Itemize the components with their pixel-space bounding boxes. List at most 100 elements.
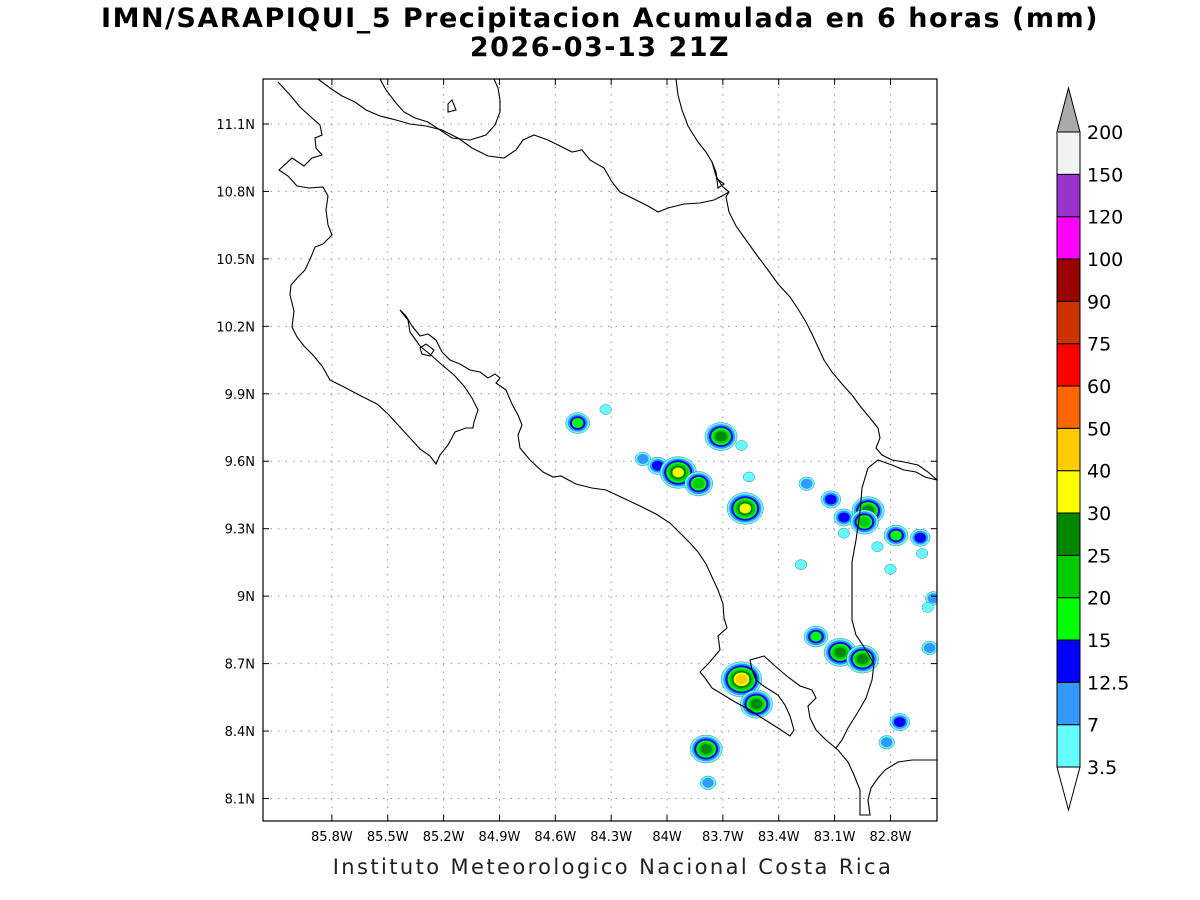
x-tick-label: 84.3W xyxy=(590,830,632,845)
precip-cell xyxy=(884,563,897,575)
chart-title: IMN/SARAPIQUI_5 Precipitacion Acumulada … xyxy=(101,3,1099,34)
precip-cell xyxy=(871,541,884,552)
colorbar-bin xyxy=(1056,427,1081,472)
colorbar-label: 50 xyxy=(1087,418,1111,440)
precip-cell xyxy=(735,440,748,451)
x-tick-label: 83.7W xyxy=(702,830,744,845)
x-tick-label: 85.5W xyxy=(367,830,409,845)
colorbar-label: 100 xyxy=(1087,249,1123,271)
colorbar-bin xyxy=(1056,512,1081,556)
x-tick-label: 84W xyxy=(652,830,682,845)
x-tick-label: 84.9W xyxy=(479,830,521,845)
y-tick-label: 10.5N xyxy=(216,253,255,268)
map-frame xyxy=(262,78,938,822)
precip-cell xyxy=(803,626,829,648)
precip-cell xyxy=(726,492,764,525)
precip-cell xyxy=(795,559,808,570)
y-tick-label: 9.6N xyxy=(225,455,255,470)
coastline-caribbean xyxy=(675,79,937,481)
precip-cell xyxy=(634,451,651,466)
precip-contour xyxy=(692,478,705,489)
coastline-caribbean-islands xyxy=(711,161,725,189)
precip-contour xyxy=(890,530,902,541)
precip-cell xyxy=(599,404,612,415)
precip-contour xyxy=(750,699,763,710)
precip-contour xyxy=(837,527,850,539)
y-tick-label: 8.1N xyxy=(225,793,255,808)
precip-cell xyxy=(878,735,895,750)
precip-cell xyxy=(921,602,934,613)
precip-contour xyxy=(834,647,846,658)
y-tick-label: 11.1N xyxy=(216,118,255,133)
colorbar-bin xyxy=(1056,258,1081,302)
precip-cell xyxy=(916,548,929,559)
colorbar-label: 3.5 xyxy=(1087,757,1117,779)
precip-contour xyxy=(894,717,906,728)
precip-contour xyxy=(884,563,897,575)
coastline-gulf-nicoya-east xyxy=(399,309,937,816)
precip-cell xyxy=(820,490,841,509)
colorbar-label: 20 xyxy=(1087,588,1111,610)
precip-cell xyxy=(798,476,815,491)
x-tick-label: 85.8W xyxy=(311,830,353,845)
precip-contour xyxy=(856,654,869,665)
y-tick-label: 9.3N xyxy=(225,523,255,538)
precip-contour xyxy=(735,674,748,685)
x-tick-label: 83.1W xyxy=(814,830,856,845)
precip-cell xyxy=(837,527,850,539)
colorbar-label: 40 xyxy=(1087,461,1111,483)
precip-contour xyxy=(739,503,751,514)
precip-contour xyxy=(743,471,755,483)
y-tick-label: 9N xyxy=(237,590,255,605)
island-nicaragua-lake xyxy=(447,99,457,113)
precip-cell xyxy=(565,412,590,434)
precip-contour xyxy=(880,737,893,748)
border-panama xyxy=(851,459,937,580)
colorbar-label: 25 xyxy=(1087,545,1111,567)
colorbar-bin xyxy=(1056,216,1081,260)
precip-cell xyxy=(743,471,755,483)
coastline-north-bay xyxy=(379,79,501,141)
colorbar-label: 15 xyxy=(1087,630,1111,652)
precip-cell xyxy=(850,509,879,535)
colorbar-legend: 3.5 7 12.5 15 20 25 30 40 50 60 75 90 100 120 150 200 xyxy=(1056,86,1129,812)
precip-contour xyxy=(571,418,584,429)
colorbar-bin xyxy=(1056,681,1081,726)
coastline xyxy=(277,79,937,816)
colorbar-label: 75 xyxy=(1087,334,1111,356)
colorbar-label: 60 xyxy=(1087,376,1111,398)
precip-contour xyxy=(810,631,822,642)
chart-subtitle-datetime: 2026-03-13 21Z xyxy=(469,32,731,63)
x-tick-label: 83.4W xyxy=(758,830,800,845)
island-gulf-nicoya xyxy=(419,343,435,357)
y-tick-label: 8.4N xyxy=(225,725,255,740)
precip-contour xyxy=(825,494,837,505)
precip-cell xyxy=(689,734,723,764)
coastline-nicaragua xyxy=(317,79,730,213)
colorbar-label: 90 xyxy=(1087,291,1111,313)
y-tick-label: 8.7N xyxy=(225,658,255,673)
precip-contour xyxy=(914,532,926,543)
colorbar-label: 120 xyxy=(1087,207,1123,229)
x-tick-label: 84.6W xyxy=(534,830,576,845)
precip-contour xyxy=(858,516,871,527)
precip-contour xyxy=(923,642,936,653)
colorbar-label: 12.5 xyxy=(1087,672,1129,694)
colorbar-label: 7 xyxy=(1087,715,1099,737)
coastline-pacific-nicoya xyxy=(277,81,479,466)
colorbar-bin xyxy=(1056,597,1081,641)
precip-cell xyxy=(684,471,713,497)
precip-cell xyxy=(699,775,717,790)
x-tick-label: 82.8W xyxy=(870,830,912,845)
precip-contour xyxy=(702,777,714,788)
colorbar-underflow-triangle xyxy=(1056,766,1081,812)
precip-contour xyxy=(672,467,684,478)
precip-contour xyxy=(795,559,808,570)
precip-contour xyxy=(735,440,748,451)
colorbar-label: 200 xyxy=(1087,122,1123,144)
precip-contour xyxy=(838,512,850,523)
y-tick-label: 10.8N xyxy=(216,185,255,200)
colorbar-bin xyxy=(1056,343,1081,387)
colorbar-bin xyxy=(1056,639,1081,683)
